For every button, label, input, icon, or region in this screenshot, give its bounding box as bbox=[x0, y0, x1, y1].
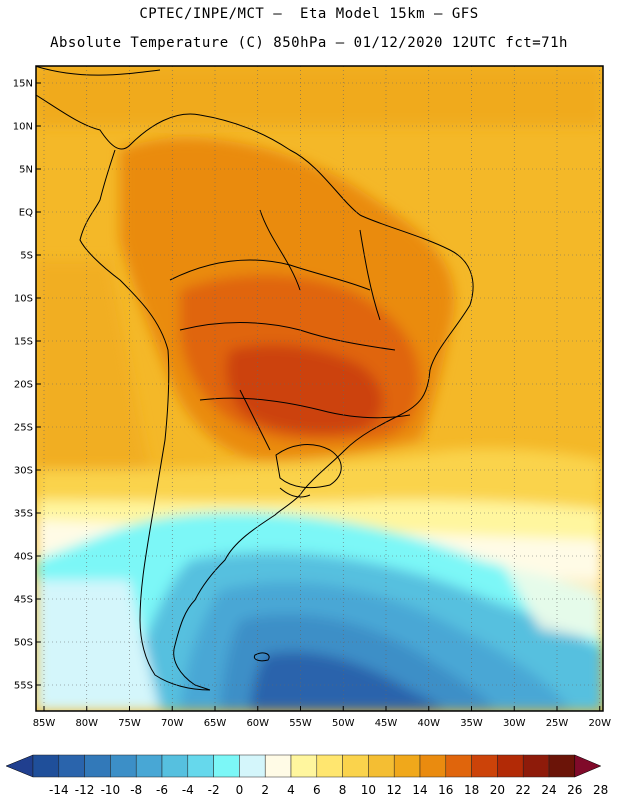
colorbar-label: 4 bbox=[287, 783, 295, 797]
colorbar-swatch bbox=[290, 754, 318, 778]
colorbar-label: -10 bbox=[101, 783, 121, 797]
colorbar-label: -2 bbox=[208, 783, 220, 797]
colorbar-swatch bbox=[419, 754, 447, 778]
colorbar-swatch bbox=[548, 754, 576, 778]
lon-label: 25W bbox=[546, 718, 569, 729]
lon-label: 60W bbox=[246, 718, 269, 729]
map-title-line1: CPTEC/INPE/MCT – Eta Model 15km – GFS bbox=[139, 6, 479, 22]
lat-label: 50S bbox=[14, 638, 33, 649]
colorbar-swatch bbox=[316, 754, 343, 778]
colorbar-swatch bbox=[522, 754, 550, 778]
colorbar-swatch bbox=[342, 754, 369, 778]
lon-label: 55W bbox=[289, 718, 312, 729]
lat-label: EQ bbox=[19, 208, 33, 219]
colorbar-swatch bbox=[32, 754, 60, 778]
colorbar-label: 24 bbox=[541, 783, 556, 797]
latitude-labels: 15N 10N 5N EQ 5S 10S 15S 20S 25S 30S 35S 40S 45S 50S 5… bbox=[13, 79, 41, 692]
lat-label: 25S bbox=[14, 423, 33, 434]
lat-label: 5N bbox=[19, 165, 33, 176]
colorbar-over-arrow bbox=[574, 754, 602, 778]
longitude-labels: 85W 80W 75W 70W 65W 60W 55W 50W 45W 40W 35W 30W 25W 2… bbox=[33, 706, 611, 729]
lat-label: 15S bbox=[14, 337, 33, 348]
colorbar-swatch bbox=[393, 754, 421, 778]
lon-label: 70W bbox=[161, 718, 184, 729]
colorbar-label: -4 bbox=[182, 783, 194, 797]
lat-label: 15N bbox=[13, 79, 33, 90]
lon-label: 40W bbox=[417, 718, 440, 729]
lat-label: 45S bbox=[14, 595, 33, 606]
lon-label: 20W bbox=[588, 718, 611, 729]
lat-label: 30S bbox=[14, 466, 33, 477]
coastlines bbox=[36, 66, 474, 691]
lat-label: 40S bbox=[14, 552, 33, 563]
map-title-line2: Absolute Temperature (C) 850hPa – 01/12/… bbox=[50, 35, 568, 51]
colorbar-swatch bbox=[58, 754, 85, 778]
lon-label: 85W bbox=[33, 718, 56, 729]
colorbar-label: 14 bbox=[412, 783, 427, 797]
colorbar-label: 22 bbox=[516, 783, 531, 797]
colorbar-label: 20 bbox=[490, 783, 505, 797]
lat-label: 10S bbox=[14, 294, 33, 305]
colorbar-label: 26 bbox=[567, 783, 582, 797]
lat-label: 20S bbox=[14, 380, 33, 391]
colorbar-label: 8 bbox=[339, 783, 347, 797]
colorbar-label: -12 bbox=[75, 783, 95, 797]
colorbar-label: 16 bbox=[438, 783, 453, 797]
colorbar-swatch bbox=[84, 754, 111, 778]
colorbar-label: -14 bbox=[49, 783, 69, 797]
lon-label: 80W bbox=[75, 718, 98, 729]
colorbar-swatch bbox=[471, 754, 498, 778]
colorbar-swatch bbox=[368, 754, 395, 778]
lon-label: 75W bbox=[118, 718, 141, 729]
lon-label: 30W bbox=[503, 718, 526, 729]
colorbar-label: 12 bbox=[387, 783, 402, 797]
colorbar-swatch bbox=[110, 754, 137, 778]
colorbar-swatch bbox=[161, 754, 189, 778]
colorbar-swatch bbox=[213, 754, 240, 778]
colorbar-swatch bbox=[497, 754, 524, 778]
lat-label: 10N bbox=[13, 122, 33, 133]
colorbar: -14 -12 -10 -8 -6 -4 -2 0 2 4 6 8 10 12 14 16 18 20 22 24 26… bbox=[5, 754, 608, 797]
lat-label: 35S bbox=[14, 509, 33, 520]
lon-label: 65W bbox=[204, 718, 227, 729]
lon-label: 45W bbox=[375, 718, 398, 729]
colorbar-label: 6 bbox=[313, 783, 321, 797]
colorbar-label: -6 bbox=[156, 783, 168, 797]
temperature-field bbox=[36, 66, 603, 711]
lat-label: 55S bbox=[14, 681, 33, 692]
colorbar-swatch bbox=[239, 754, 266, 778]
map-frame bbox=[35, 65, 604, 712]
colorbar-swatch bbox=[187, 754, 214, 778]
lat-label: 5S bbox=[20, 251, 33, 262]
colorbar-label: 18 bbox=[464, 783, 479, 797]
lon-label: 35W bbox=[460, 718, 483, 729]
colorbar-swatch bbox=[445, 754, 472, 778]
colorbar-label: -8 bbox=[130, 783, 142, 797]
colorbar-label: 0 bbox=[236, 783, 244, 797]
lat-lon-grid bbox=[36, 66, 603, 711]
colorbar-label: 2 bbox=[261, 783, 269, 797]
lon-label: 50W bbox=[332, 718, 355, 729]
colorbar-swatch bbox=[264, 754, 292, 778]
colorbar-label: 28 bbox=[593, 783, 608, 797]
colorbar-swatch bbox=[135, 754, 163, 778]
colorbar-label: 10 bbox=[361, 783, 376, 797]
colorbar-under-arrow bbox=[5, 754, 34, 778]
